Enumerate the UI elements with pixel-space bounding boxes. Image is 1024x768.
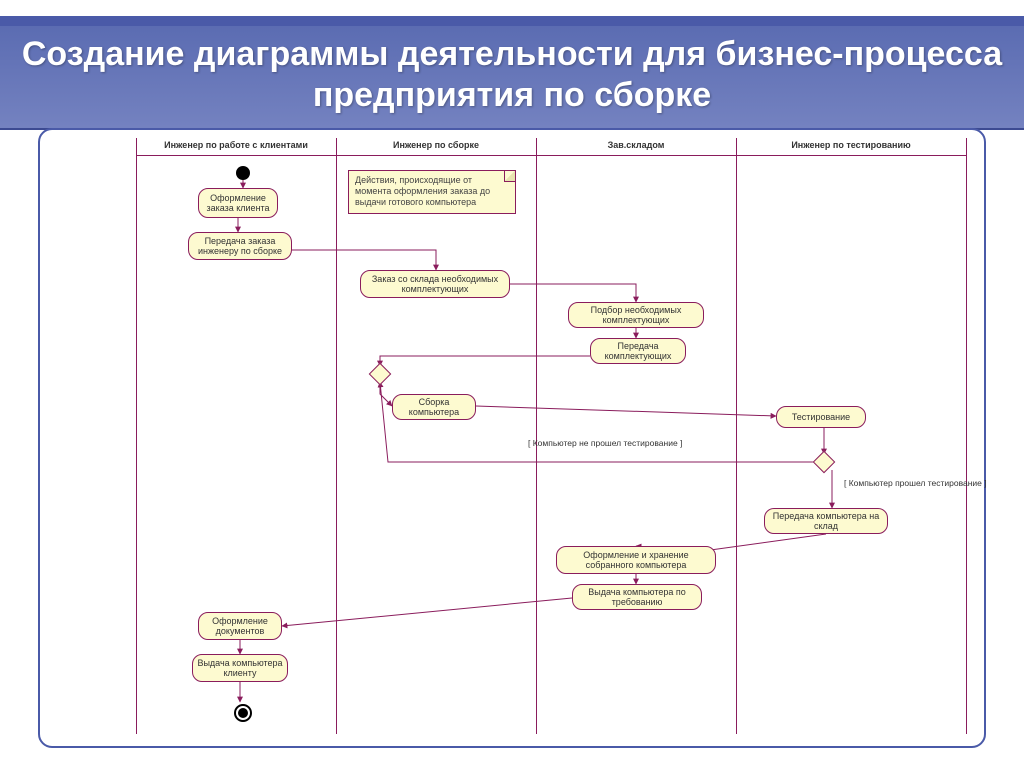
activity-diagram-canvas: Инженер по работе с клиентамиИнженер по … (136, 138, 966, 734)
activity-node: Оформление документов (198, 612, 282, 640)
edge (476, 406, 776, 416)
activity-node: Тестирование (776, 406, 866, 428)
edge (380, 356, 590, 366)
swimlane-divider (336, 138, 337, 734)
decision-node (369, 363, 392, 386)
swimlane-divider (736, 138, 737, 734)
swimlane-divider (966, 138, 967, 734)
activity-node: Сборка компьютера (392, 394, 476, 420)
start-node (236, 166, 250, 180)
activity-node: Выдача компьютера по требованию (572, 584, 702, 610)
swimlane-header: Зав.складом (536, 138, 736, 156)
edge (380, 382, 392, 406)
decision-node (813, 451, 836, 474)
activity-node: Подбор необходимых комплектующих (568, 302, 704, 328)
note: Действия, происходящие от момента оформл… (348, 170, 516, 214)
edge (282, 598, 572, 626)
edges-layer (136, 138, 966, 734)
activity-node: Оформление и хранение собранного компьют… (556, 546, 716, 574)
edge (510, 284, 636, 302)
activity-node: Оформление заказа клиента (198, 188, 278, 218)
swimlane-divider (536, 138, 537, 734)
activity-node: Передача компьютера на склад (764, 508, 888, 534)
title-banner: Создание диаграммы деятельности для бизн… (0, 16, 1024, 130)
guard-label: [ Компьютер прошел тестирование ] (844, 478, 987, 488)
activity-node: Выдача компьютера клиенту (192, 654, 288, 682)
swimlane-header: Инженер по сборке (336, 138, 536, 156)
swimlane-divider (136, 138, 137, 734)
swimlane-header: Инженер по работе с клиентами (136, 138, 336, 156)
page-title: Создание диаграммы деятельности для бизн… (20, 34, 1004, 116)
activity-node: Заказ со склада необходимых комплектующи… (360, 270, 510, 298)
activity-node: Передача комплектующих (590, 338, 686, 364)
end-node (234, 704, 252, 722)
activity-node: Передача заказа инженеру по сборке (188, 232, 292, 260)
diagram-frame: Инженер по работе с клиентамиИнженер по … (38, 128, 986, 748)
guard-label: [ Компьютер не прошел тестирование ] (528, 438, 682, 448)
edge (292, 250, 436, 270)
swimlane-header: Инженер по тестированию (736, 138, 966, 156)
